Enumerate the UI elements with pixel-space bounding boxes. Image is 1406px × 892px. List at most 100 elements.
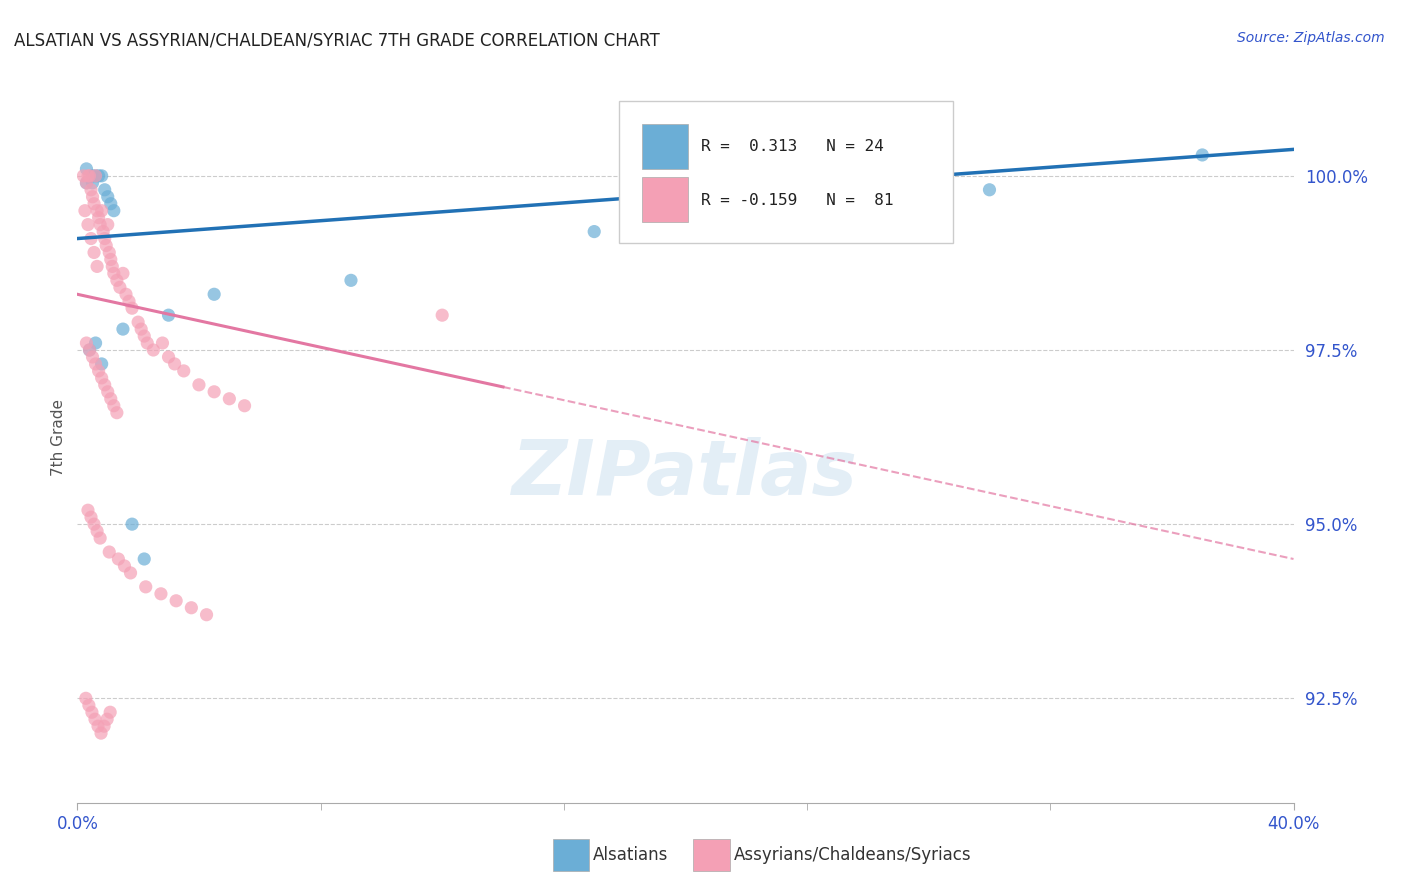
Point [77,169,100,183]
Text: Assyrians/Chaldeans/Syriacs: Assyrians/Chaldeans/Syriacs [734,847,972,864]
Point [79,169,101,183]
Point [77,503,100,517]
Point [218,392,240,406]
Point [87,364,110,378]
Point [84,357,107,371]
Point [75,691,97,706]
Point [82,350,104,364]
Point [75,161,97,176]
Point [108,280,131,294]
Point [135,580,157,594]
Point [82,169,104,183]
Text: Source: ZipAtlas.com: Source: ZipAtlas.com [1237,31,1385,45]
Point [90,169,112,183]
Point [202,384,225,399]
FancyBboxPatch shape [641,178,688,222]
Point [75,176,97,190]
Point [233,399,256,413]
Point [142,343,165,357]
Point [93,377,115,392]
Point [111,266,134,280]
Point [75,336,97,351]
Point [121,301,143,316]
Point [98,705,121,719]
Point [107,552,129,566]
Point [105,406,128,420]
Point [202,287,225,301]
Point [979,183,1001,197]
FancyBboxPatch shape [641,124,688,169]
Point [79,343,101,357]
Point [103,399,125,413]
Point [79,343,101,357]
Point [134,329,156,343]
Point [82,190,104,204]
Point [101,260,124,274]
Point [115,287,138,301]
Point [87,211,110,225]
Point [165,594,187,608]
Point [127,315,149,329]
Point [100,252,122,267]
Text: ALSATIAN VS ASSYRIAN/CHALDEAN/SYRIAC 7TH GRADE CORRELATION CHART: ALSATIAN VS ASSYRIAN/CHALDEAN/SYRIAC 7TH… [14,31,659,49]
Point [129,322,152,336]
Point [75,176,97,190]
Point [84,169,107,183]
Point [96,238,118,252]
Point [90,371,112,385]
Point [120,566,142,580]
Point [118,294,141,309]
Point [157,308,180,322]
Point [100,392,122,406]
Point [89,218,111,232]
Point [188,377,211,392]
Point [105,273,128,287]
Point [89,531,111,545]
Point [86,203,108,218]
Point [87,169,110,183]
Point [93,719,115,733]
Point [90,203,112,218]
Point [136,336,159,351]
Point [80,231,103,245]
Point [93,231,115,245]
Point [80,705,103,719]
Point [134,552,156,566]
Text: ZIPatlas: ZIPatlas [512,437,859,510]
Point [195,607,218,622]
Point [72,169,94,183]
Point [91,225,114,239]
Point [152,336,174,351]
Point [83,245,105,260]
Point [720,211,742,225]
Point [80,183,103,197]
Point [103,266,125,280]
FancyBboxPatch shape [619,101,953,244]
Point [98,245,121,260]
Point [83,517,105,532]
Point [180,600,202,615]
Point [80,510,103,524]
Point [77,698,100,713]
Point [98,545,121,559]
Point [97,384,120,399]
Point [84,169,107,183]
Point [340,273,363,287]
Text: Alsatians: Alsatians [593,847,669,864]
Point [1191,148,1213,162]
Point [93,183,115,197]
Point [86,524,108,538]
Point [90,726,112,740]
Point [96,712,118,726]
Point [84,712,107,726]
Text: R =  0.313   N = 24: R = 0.313 N = 24 [702,139,884,154]
Point [149,587,172,601]
Point [73,203,96,218]
Point [114,558,136,573]
Text: R = -0.159   N =  81: R = -0.159 N = 81 [702,193,894,208]
Point [100,196,122,211]
Point [97,218,120,232]
Point [430,308,453,322]
Point [82,176,104,190]
Point [121,517,143,532]
